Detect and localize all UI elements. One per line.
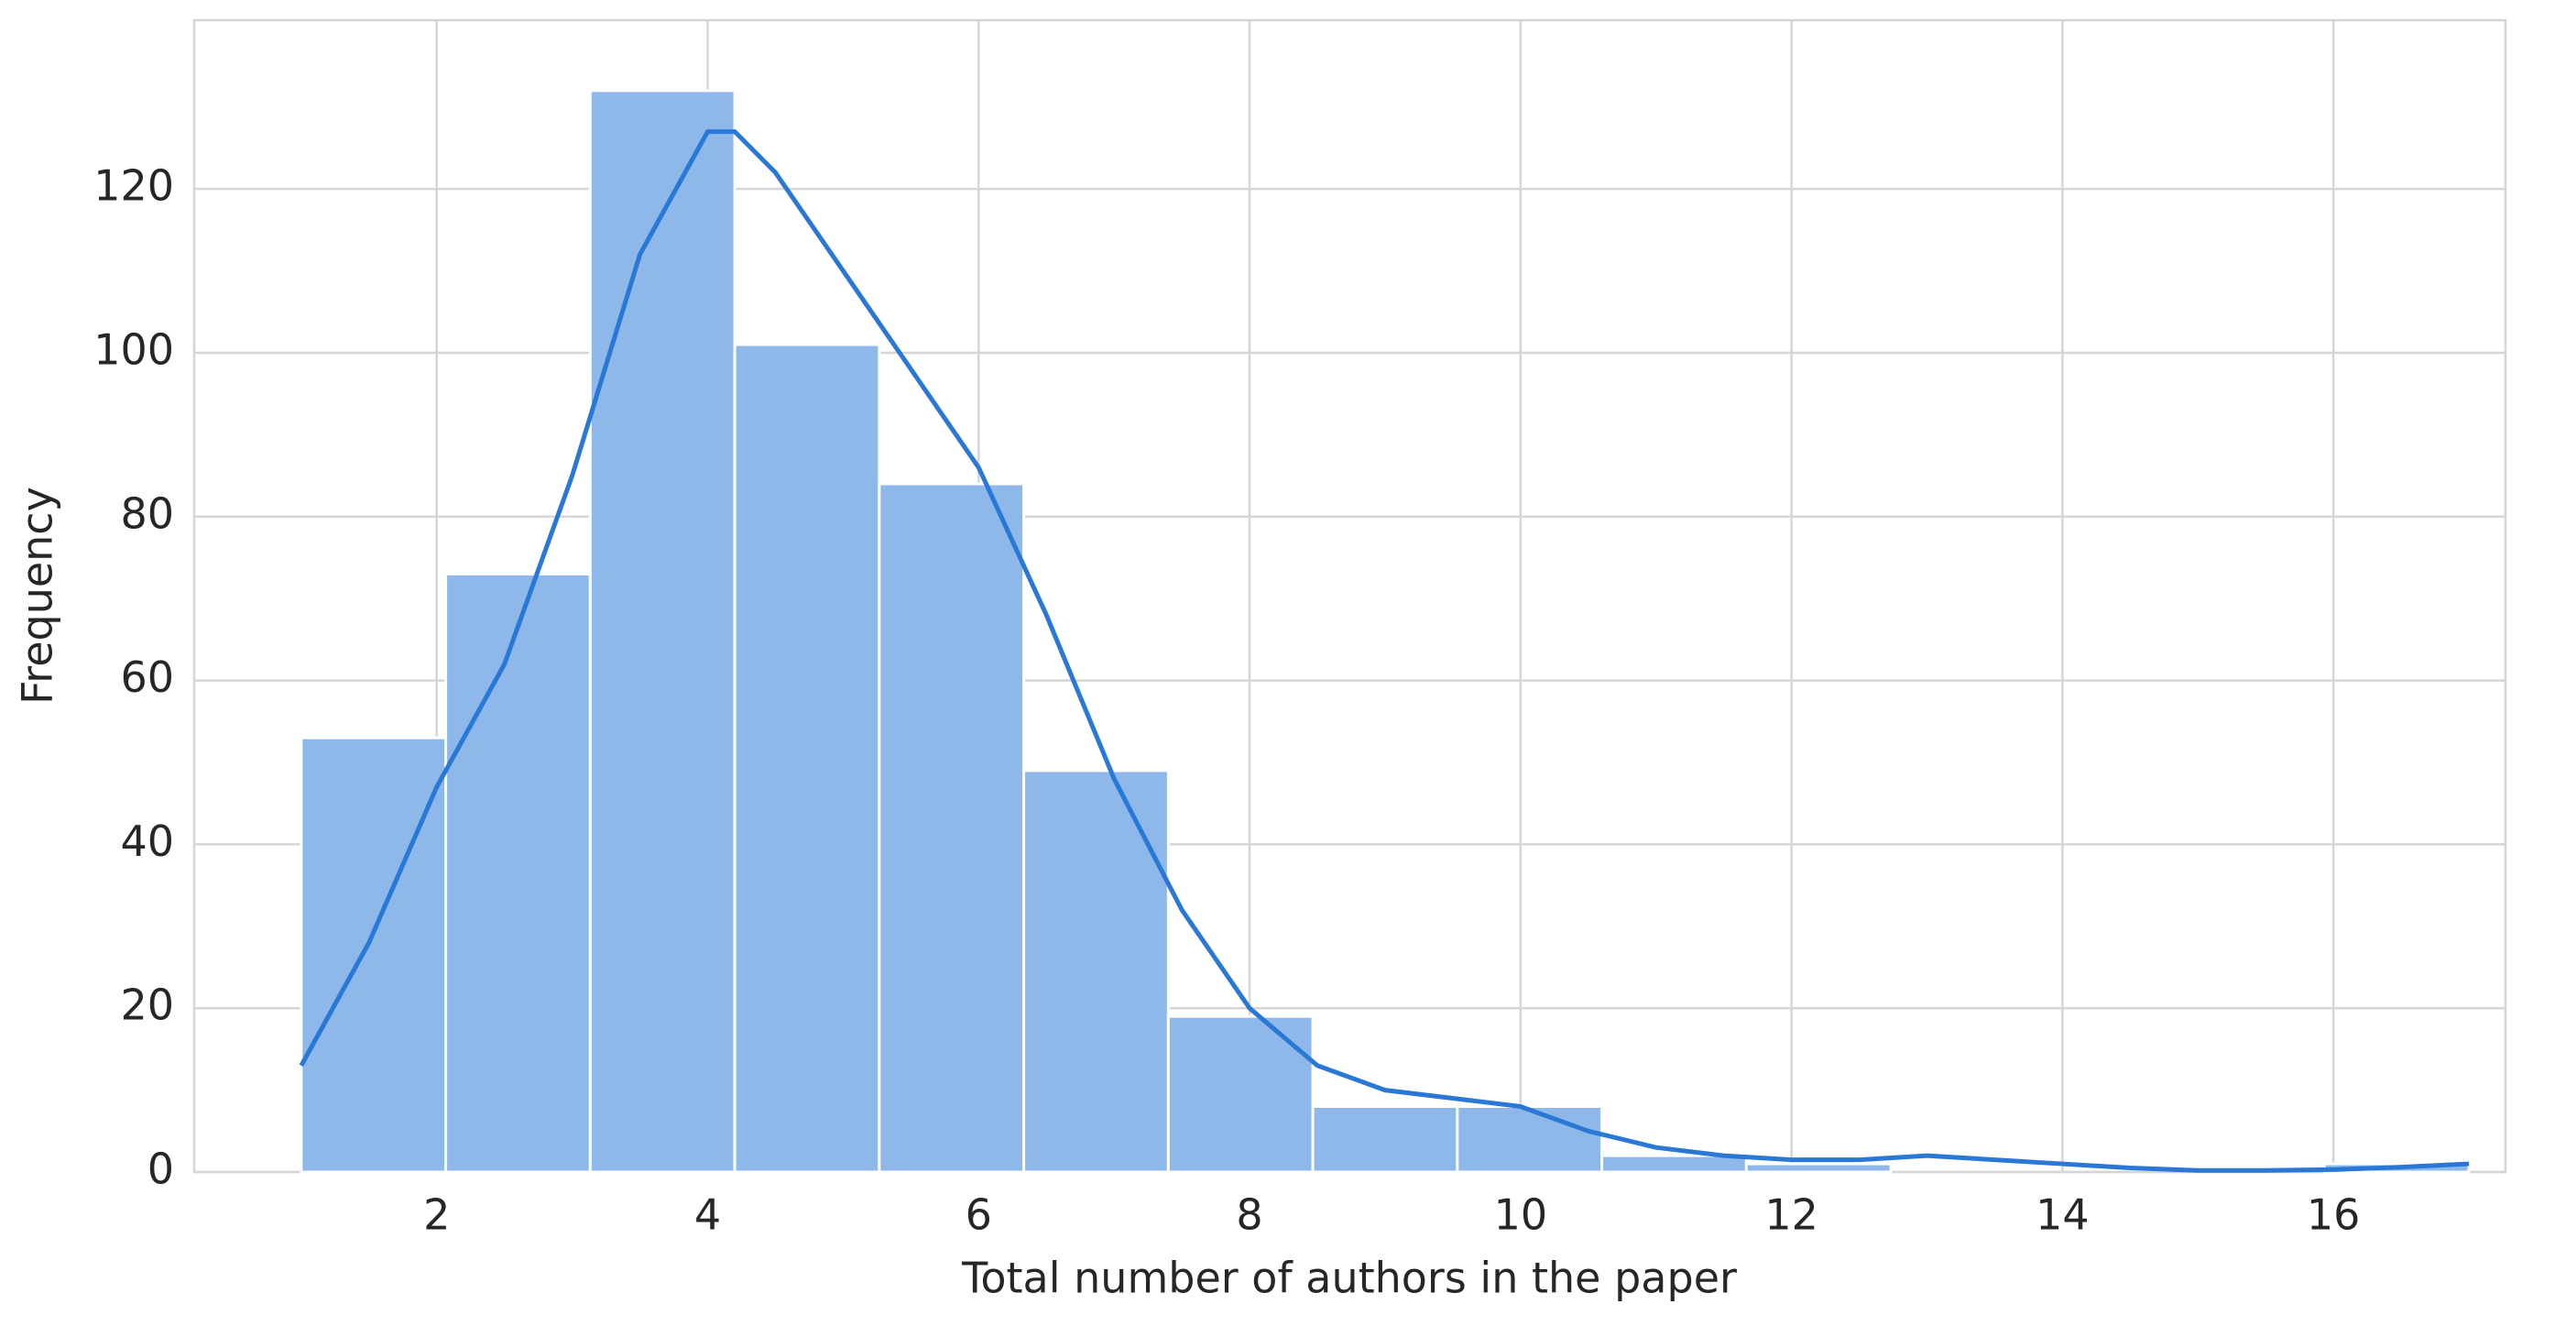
y-tick-label: 0	[147, 1145, 174, 1194]
x-tick-label: 2	[423, 1190, 450, 1240]
bar	[588, 89, 737, 1174]
x-tick-label: 8	[1236, 1190, 1262, 1240]
y-tick-label: 120	[93, 161, 174, 211]
x-tick-label: 4	[694, 1190, 721, 1240]
bar	[1166, 1014, 1315, 1174]
y-tick-label: 100	[93, 324, 174, 374]
bar	[300, 736, 448, 1174]
bar	[1600, 1154, 1748, 1174]
y-axis-label: Frequency	[13, 487, 62, 705]
bar	[733, 343, 881, 1174]
y-tick-label: 80	[120, 488, 174, 538]
x-tick-label: 14	[2036, 1190, 2090, 1240]
bar	[1311, 1104, 1459, 1174]
bar	[1744, 1162, 1893, 1174]
x-axis-label: Total number of authors in the paper	[961, 1254, 1737, 1303]
y-tick-label: 40	[120, 816, 174, 866]
x-tick-label: 6	[966, 1190, 992, 1240]
y-tick-label: 60	[120, 652, 174, 702]
x-tick-label: 12	[1764, 1190, 1818, 1240]
x-tick-label: 10	[1494, 1190, 1548, 1240]
y-tick-label: 20	[120, 981, 174, 1030]
kde-line	[299, 129, 2470, 1173]
bar	[1456, 1104, 1604, 1174]
bar	[878, 482, 1026, 1174]
bar	[1022, 769, 1170, 1174]
bar	[444, 572, 592, 1174]
x-tick-label: 16	[2307, 1190, 2361, 1240]
